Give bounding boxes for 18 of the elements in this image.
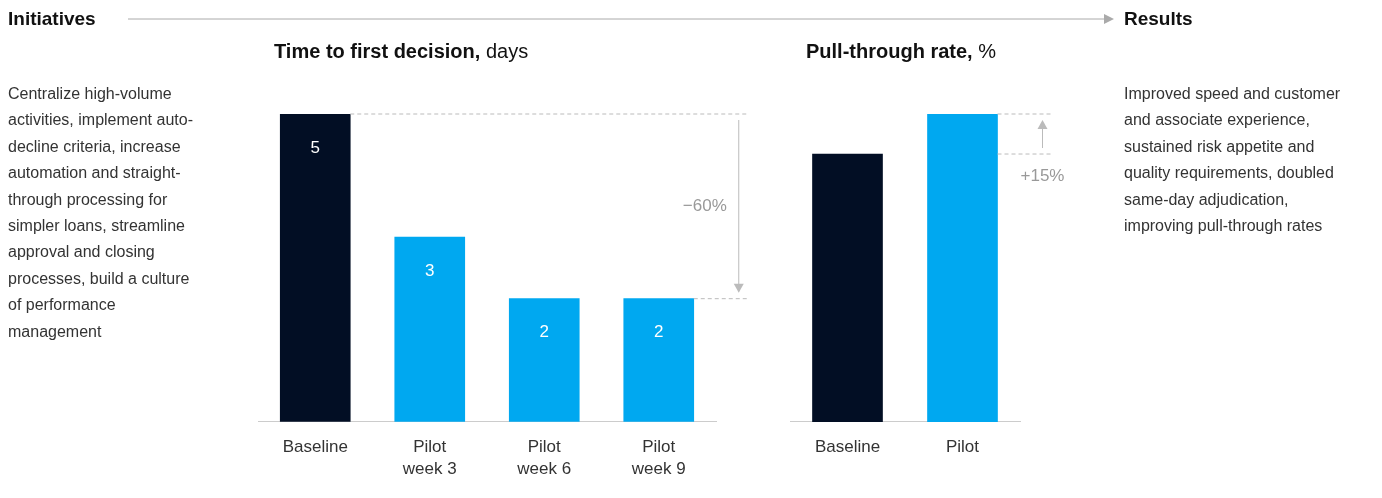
x-tick-label: Baseline	[814, 436, 881, 456]
annotation: +15%	[1020, 165, 1065, 185]
chart-title: Time to first decision, days	[273, 40, 530, 64]
text: Centralize high-volume activities, implement auto-decline criteria, increase automation and straight-through processing for simpler loans, streamline approval and closing processes, build a culture of performance management	[8, 85, 193, 340]
text: Results	[1124, 7, 1194, 31]
data-label: 5	[310, 137, 320, 157]
x-tick-label: Baseline	[282, 436, 348, 456]
chart-title: Pull-through rate, %	[805, 40, 997, 64]
text: Improved speed and customer and associate experience, sustained risk appetite and quality requirements, doubled same-day adjudication, improving pull-through rates	[1124, 84, 1342, 237]
data-label: 2	[539, 322, 549, 342]
data-label: 2	[654, 322, 664, 342]
x-tick-label: Pilot week 9	[630, 436, 686, 478]
data-label: 3	[425, 260, 435, 280]
x-tick-label: Pilot week 6	[516, 436, 572, 478]
x-tick-label: Pilot week 3	[401, 436, 457, 478]
text: Initiatives	[8, 7, 97, 31]
x-tick-label: Pilot	[945, 436, 980, 456]
annotation: −60%	[682, 196, 727, 216]
